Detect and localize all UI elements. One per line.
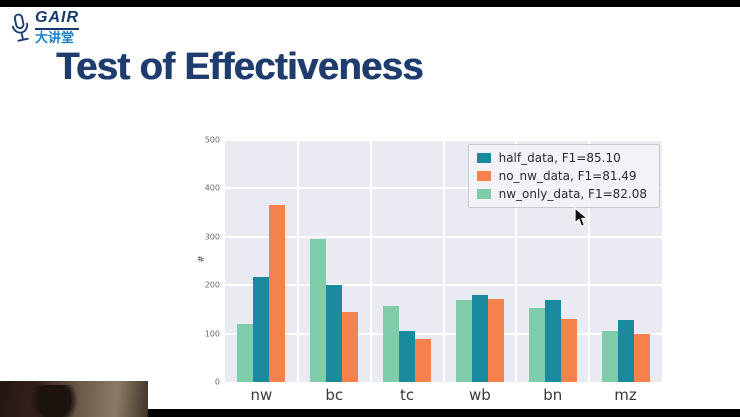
gridline-vertical <box>515 140 518 382</box>
x-tick-mz: mz <box>614 386 637 404</box>
bar-no_nw_data-bn <box>560 319 577 382</box>
bar-group-nw <box>225 140 298 382</box>
plot-area: half_data, F1=85.10 no_nw_data, F1=81.49 n… <box>225 139 662 382</box>
bar-half_data-nw <box>253 276 270 382</box>
gridline-vertical <box>588 140 591 382</box>
gair-logo: GAIR 大讲堂 <box>10 9 79 48</box>
logo-text: GAIR 大讲堂 <box>35 9 79 46</box>
x-tick-tc: tc <box>400 386 415 404</box>
bar-group-mz <box>589 140 662 382</box>
microphone-icon <box>6 10 35 50</box>
bar-nw_only_data-tc <box>383 305 400 382</box>
bar-group-tc <box>371 140 444 382</box>
y-axis: 0 100 200 300 400 500 <box>188 136 222 387</box>
bar-nw_only_data-nw <box>237 323 254 382</box>
legend-label: no_nw_data, F1=81.49 <box>498 169 637 183</box>
y-tick-label: 0 <box>214 377 220 387</box>
letterbox-bottom <box>0 409 740 417</box>
y-tick-label: 500 <box>204 135 220 145</box>
legend-label: nw_only_data, F1=82.08 <box>498 187 647 201</box>
webcam-person <box>28 385 80 417</box>
bar-no_nw_data-wb <box>487 298 504 382</box>
bar-nw_only_data-wb <box>455 299 472 382</box>
y-tick-label: 400 <box>204 183 220 193</box>
legend-marker <box>476 153 491 163</box>
y-tick-label: 100 <box>204 329 220 339</box>
legend-item: nw_only_data, F1=82.08 <box>476 187 647 201</box>
slide-title: Test of Effectiveness <box>56 46 423 88</box>
logo-brand: GAIR <box>35 9 79 30</box>
bar-no_nw_data-tc <box>415 339 432 382</box>
bar-half_data-bc <box>326 285 343 382</box>
legend-item: no_nw_data, F1=81.49 <box>476 169 647 183</box>
bar-group-bc <box>298 140 371 382</box>
bar-nw_only_data-bc <box>310 239 327 382</box>
y-tick-label: 300 <box>204 232 220 242</box>
bar-nw_only_data-mz <box>601 331 618 382</box>
bar-no_nw_data-nw <box>269 205 286 382</box>
logo-subtitle: 大讲堂 <box>35 30 75 46</box>
bar-half_data-bn <box>544 299 561 382</box>
x-tick-wb: wb <box>469 386 491 404</box>
bar-half_data-wb <box>471 294 488 382</box>
bar-group-bn <box>516 140 589 382</box>
bar-half_data-mz <box>617 320 634 382</box>
x-tick-nw: nw <box>250 386 273 404</box>
legend-item: half_data, F1=85.10 <box>476 151 647 165</box>
gridline-vertical <box>296 140 299 382</box>
gridline-vertical <box>442 140 445 382</box>
bar-no_nw_data-mz <box>633 333 650 382</box>
x-tick-bn: bn <box>543 386 563 404</box>
letterbox-top <box>0 0 740 7</box>
x-tick-bc: bc <box>325 386 344 404</box>
bar-group-wb <box>444 140 517 382</box>
chart-legend: half_data, F1=85.10 no_nw_data, F1=81.49 n… <box>467 144 660 208</box>
legend-marker <box>476 189 491 199</box>
gridline-vertical <box>369 140 372 382</box>
webcam-overlay <box>0 381 148 417</box>
bar-no_nw_data-bc <box>342 311 359 382</box>
mouse-cursor <box>574 207 590 228</box>
bar-half_data-tc <box>399 331 416 382</box>
legend-label: half_data, F1=85.10 <box>498 151 621 165</box>
bar-nw_only_data-bn <box>528 307 545 382</box>
x-axis: nw bc tc wb bn mz <box>225 386 662 404</box>
y-tick-label: 200 <box>204 280 220 290</box>
legend-marker <box>476 171 491 181</box>
